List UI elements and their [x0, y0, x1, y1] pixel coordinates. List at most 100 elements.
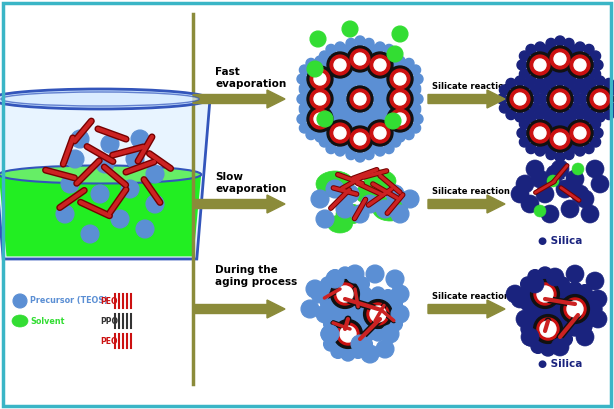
Circle shape: [524, 332, 538, 346]
Circle shape: [554, 93, 566, 105]
Circle shape: [570, 63, 581, 73]
Circle shape: [546, 110, 556, 119]
Circle shape: [535, 42, 545, 52]
Circle shape: [146, 195, 164, 213]
Circle shape: [111, 210, 129, 228]
Circle shape: [386, 110, 396, 119]
Circle shape: [121, 180, 139, 198]
Circle shape: [547, 86, 573, 112]
Circle shape: [511, 290, 529, 308]
Circle shape: [585, 312, 599, 326]
Circle shape: [96, 155, 114, 173]
Circle shape: [377, 74, 387, 84]
Circle shape: [571, 185, 589, 203]
Circle shape: [558, 319, 572, 333]
Circle shape: [336, 200, 354, 218]
Circle shape: [297, 114, 307, 124]
Circle shape: [593, 128, 603, 138]
Circle shape: [314, 93, 326, 105]
Circle shape: [591, 69, 600, 79]
Circle shape: [559, 69, 569, 79]
Circle shape: [551, 339, 565, 353]
Circle shape: [351, 310, 365, 324]
Circle shape: [348, 304, 362, 318]
Circle shape: [391, 307, 405, 321]
Circle shape: [330, 55, 350, 75]
Circle shape: [314, 73, 326, 85]
Circle shape: [395, 96, 405, 106]
Circle shape: [333, 319, 362, 348]
Circle shape: [561, 200, 579, 218]
Circle shape: [388, 317, 402, 331]
Circle shape: [411, 123, 421, 133]
Text: PEO: PEO: [100, 337, 117, 346]
Circle shape: [572, 163, 584, 175]
Circle shape: [551, 312, 565, 326]
Circle shape: [361, 290, 375, 303]
Circle shape: [314, 113, 326, 125]
Circle shape: [548, 270, 562, 284]
Circle shape: [524, 110, 534, 119]
Circle shape: [337, 323, 359, 345]
Circle shape: [328, 304, 342, 318]
Circle shape: [377, 114, 387, 124]
Circle shape: [340, 326, 356, 342]
Circle shape: [613, 94, 614, 104]
Circle shape: [566, 265, 584, 283]
Circle shape: [553, 60, 563, 70]
Circle shape: [548, 302, 562, 316]
Circle shape: [506, 79, 516, 88]
Circle shape: [367, 120, 393, 146]
Circle shape: [558, 332, 572, 346]
Circle shape: [333, 94, 343, 104]
Circle shape: [586, 110, 596, 119]
FancyArrow shape: [428, 300, 505, 318]
Circle shape: [384, 45, 394, 54]
Circle shape: [306, 79, 316, 88]
Circle shape: [324, 317, 338, 331]
Circle shape: [350, 49, 370, 69]
Circle shape: [497, 94, 507, 104]
Circle shape: [381, 324, 395, 338]
Circle shape: [546, 150, 556, 160]
Circle shape: [386, 130, 396, 139]
Circle shape: [566, 144, 576, 154]
Circle shape: [530, 85, 540, 95]
Circle shape: [326, 112, 336, 122]
Circle shape: [575, 78, 585, 88]
Circle shape: [557, 60, 567, 70]
Circle shape: [367, 52, 393, 78]
Circle shape: [371, 143, 381, 153]
Circle shape: [587, 86, 613, 112]
Circle shape: [531, 339, 545, 353]
Circle shape: [344, 76, 354, 85]
Circle shape: [535, 78, 545, 88]
Circle shape: [359, 51, 370, 61]
Circle shape: [531, 305, 545, 319]
Circle shape: [564, 150, 574, 160]
Circle shape: [386, 185, 404, 203]
Circle shape: [546, 165, 564, 183]
Circle shape: [351, 51, 360, 61]
Circle shape: [610, 103, 614, 113]
Circle shape: [300, 123, 309, 133]
Circle shape: [538, 267, 552, 281]
Circle shape: [574, 59, 586, 71]
Circle shape: [390, 89, 410, 109]
Circle shape: [347, 126, 373, 152]
Ellipse shape: [327, 215, 352, 233]
Circle shape: [390, 69, 410, 89]
Circle shape: [375, 42, 385, 52]
Circle shape: [315, 112, 325, 122]
Circle shape: [371, 45, 381, 55]
Circle shape: [371, 327, 385, 341]
Circle shape: [411, 85, 421, 95]
Text: ● Silica: ● Silica: [538, 359, 582, 369]
Circle shape: [353, 60, 363, 70]
Circle shape: [530, 103, 540, 113]
Circle shape: [551, 51, 561, 61]
Circle shape: [310, 69, 330, 89]
Ellipse shape: [373, 197, 408, 221]
Circle shape: [306, 130, 316, 139]
Circle shape: [404, 130, 414, 139]
